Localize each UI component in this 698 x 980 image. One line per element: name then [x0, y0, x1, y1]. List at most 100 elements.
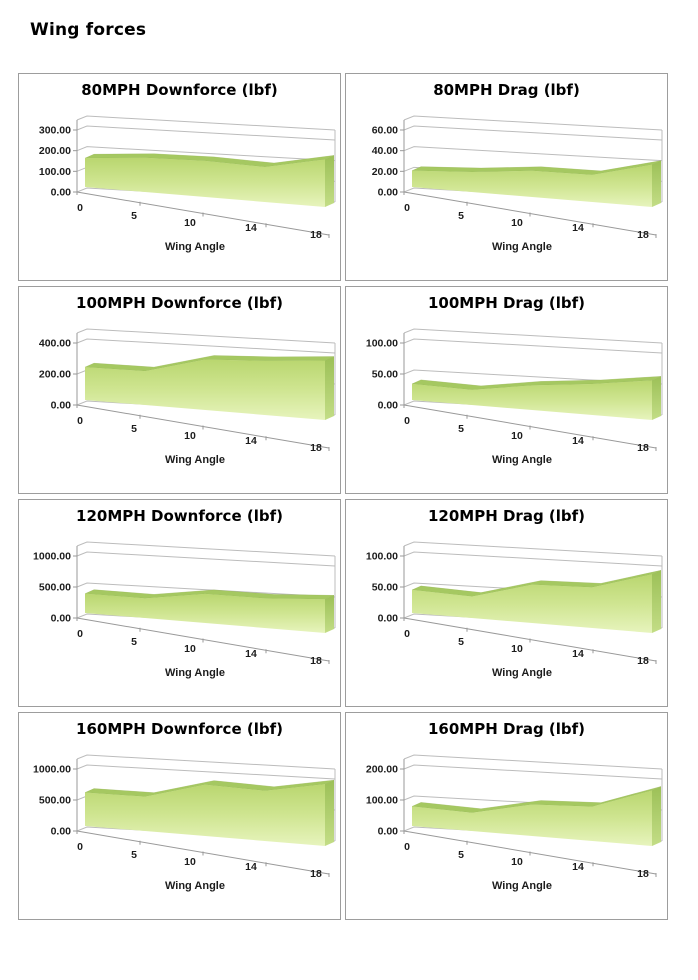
back-wall-top-edge [403, 328, 663, 344]
gridline [76, 551, 336, 567]
area-top-face [84, 589, 335, 600]
x-tick-label: 18 [310, 868, 322, 880]
chart-plot-area: 0.00 50.00 100.00 0 5 10 14 18 Wing Angle [366, 328, 663, 466]
chart-title: 160MPH Drag (lbf) [427, 720, 586, 738]
x-tick-label: 5 [131, 636, 137, 648]
area-side-face [652, 786, 661, 846]
x-tick-label: 14 [572, 648, 584, 660]
area-front-face [85, 359, 325, 420]
x-tick-label: 14 [572, 222, 584, 234]
x-axis-title: Wing Angle [165, 667, 225, 679]
y-tick-label: 0.00 [51, 400, 72, 412]
x-tick-label: 14 [245, 861, 257, 873]
x-tick-label: 5 [131, 849, 137, 861]
gridline [403, 369, 663, 385]
x-tick-label: 10 [184, 217, 196, 229]
x-tick-label: 18 [637, 442, 649, 454]
x-tick-label: 10 [511, 430, 523, 442]
x-tick-label: 14 [572, 861, 584, 873]
x-tick-label: 0 [77, 841, 83, 853]
chart-120mph-drag-lbf[interactable]: 120MPH Drag (lbf) 0.00 50.00 100.00 0 5 10 14 18… [345, 499, 668, 707]
back-wall-top-edge [76, 754, 336, 770]
y-tick-label: 0.00 [51, 826, 72, 838]
x-tick-label: 18 [310, 442, 322, 454]
x-tick-label: 18 [637, 655, 649, 667]
y-tick-label: 0.00 [378, 187, 399, 199]
chart-plot-area: 0.00 500.00 1000.00 0 5 10 14 18 Wing Angle [33, 754, 336, 892]
y-tick-label: 200.00 [366, 764, 398, 776]
back-wall-top-edge [76, 541, 336, 557]
gridline [403, 125, 663, 141]
y-tick-label: 1000.00 [33, 551, 71, 563]
x-tick-label: 14 [572, 435, 584, 447]
x-tick-label: 18 [637, 229, 649, 241]
x-axis-title: Wing Angle [165, 880, 225, 892]
back-wall-top-edge [403, 754, 663, 770]
x-axis-title: Wing Angle [492, 880, 552, 892]
chart-title: 80MPH Drag (lbf) [433, 81, 580, 99]
chart-plot-area: 0.00 50.00 100.00 0 5 10 14 18 Wing Angle [366, 541, 663, 679]
area-front-face [412, 574, 652, 633]
gridline [403, 146, 663, 162]
x-axis-title: Wing Angle [165, 454, 225, 466]
area-side-face [652, 376, 661, 420]
y-tick-label: 200.00 [39, 369, 71, 381]
area-side-face [325, 780, 334, 846]
back-wall-top-edge [403, 541, 663, 557]
gridline [76, 125, 336, 141]
area-side-face [652, 570, 661, 633]
chart-80mph-drag-lbf[interactable]: 80MPH Drag (lbf) 0.00 20.00 40.00 60.00 0 5 10 1… [345, 73, 668, 281]
y-tick-label: 100.00 [366, 795, 398, 807]
gridline [76, 338, 336, 354]
chart-100mph-drag-lbf[interactable]: 100MPH Drag (lbf) 0.00 50.00 100.00 0 5 10 14 18… [345, 286, 668, 494]
chart-120mph-downforce-lbf[interactable]: 120MPH Downforce (lbf) 0.00 500.00 1000.00 0… [18, 499, 341, 707]
x-tick-label: 10 [184, 856, 196, 868]
y-tick-label: 60.00 [372, 125, 398, 137]
gridline [76, 582, 336, 598]
x-tick-label: 5 [458, 210, 464, 222]
back-wall-top-edge [76, 328, 336, 344]
back-wall-top-edge [76, 115, 336, 131]
y-tick-label: 0.00 [378, 613, 399, 625]
y-tick-label: 500.00 [39, 795, 71, 807]
back-wall-top-edge [403, 115, 663, 131]
chart-title: 100MPH Drag (lbf) [427, 294, 586, 312]
x-tick-label: 5 [131, 210, 137, 222]
gridline [403, 551, 663, 567]
x-tick-label: 14 [245, 435, 257, 447]
chart-100mph-downforce-lbf[interactable]: 100MPH Downforce (lbf) 0.00 200.00 400.00 0 5… [18, 286, 341, 494]
y-tick-label: 20.00 [372, 166, 398, 178]
area-front-face [412, 164, 652, 207]
area-side-face [325, 595, 334, 633]
x-axis-title: Wing Angle [492, 667, 552, 679]
area-side-face [652, 160, 661, 207]
x-tick-label: 5 [458, 849, 464, 861]
area-front-face [412, 790, 652, 846]
x-axis-title: Wing Angle [492, 454, 552, 466]
x-tick-label: 0 [404, 202, 410, 214]
x-tick-label: 0 [404, 841, 410, 853]
x-tick-label: 14 [245, 648, 257, 660]
chart-80mph-downforce-lbf[interactable]: 80MPH Downforce (lbf) 0.00 100.00 200.00 300… [18, 73, 341, 281]
chart-160mph-drag-lbf[interactable]: 160MPH Drag (lbf) 0.00 100.00 200.00 0 5 10 14 1… [345, 712, 668, 920]
gridline [403, 338, 663, 354]
area-front-face [85, 593, 325, 633]
x-tick-label: 5 [458, 423, 464, 435]
chart-title: 100MPH Downforce (lbf) [76, 294, 283, 312]
area-top-face [411, 570, 662, 597]
y-tick-label: 0.00 [51, 613, 72, 625]
x-tick-label: 10 [511, 217, 523, 229]
chart-plot-area: 0.00 100.00 200.00 0 5 10 14 18 Wing Angle [366, 754, 663, 892]
chart-title: 120MPH Drag (lbf) [427, 507, 586, 525]
x-tick-label: 5 [458, 636, 464, 648]
x-tick-label: 10 [184, 430, 196, 442]
y-tick-label: 1000.00 [33, 764, 71, 776]
gridline [76, 146, 336, 162]
area-top-face [411, 376, 662, 391]
x-tick-label: 0 [77, 415, 83, 427]
charts-grid: 80MPH Downforce (lbf) 0.00 100.00 200.00 300… [18, 73, 668, 920]
chart-160mph-downforce-lbf[interactable]: 160MPH Downforce (lbf) 0.00 500.00 1000.00 0… [18, 712, 341, 920]
y-tick-label: 0.00 [378, 826, 399, 838]
x-tick-label: 18 [310, 229, 322, 241]
x-axis-title: Wing Angle [492, 241, 552, 253]
